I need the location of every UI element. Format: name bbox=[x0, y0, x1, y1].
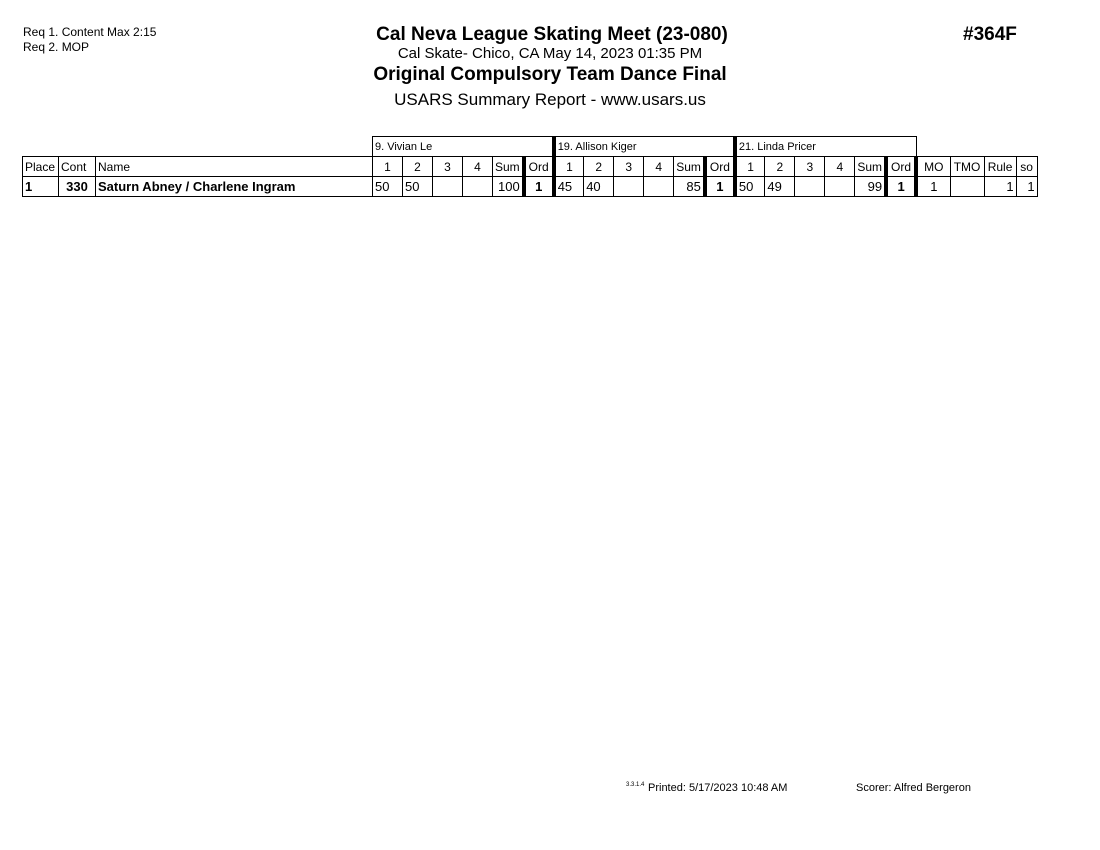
judge-name: 9. Vivian Le bbox=[371, 136, 555, 157]
location-date: Cal Skate- Chico, CA May 14, 2023 01:35 … bbox=[397, 45, 703, 62]
header-judge-col: Ord bbox=[521, 156, 555, 177]
header-place: Place bbox=[22, 156, 59, 177]
header-judge-col: Sum bbox=[854, 156, 887, 177]
requirement-2: Req 2. MOP bbox=[23, 40, 90, 54]
header-cont: Cont bbox=[58, 156, 96, 177]
header-judge-col: 1 bbox=[372, 156, 403, 177]
cont-cell: 330 bbox=[58, 176, 96, 197]
table-row: 1 330 Saturn Abney / Charlene Ingram 50 50 10… bbox=[22, 176, 1038, 197]
judge-score-cell: 45 bbox=[551, 176, 585, 197]
scorer-name: Scorer: Alfred Bergeron bbox=[856, 782, 971, 794]
judge-score-cell: 1 bbox=[521, 176, 555, 197]
blank-cell bbox=[23, 137, 373, 157]
header-judge-col: Sum bbox=[673, 156, 706, 177]
event-title: Original Compulsory Team Dance Final bbox=[373, 64, 727, 85]
extra-cell: 1 bbox=[983, 176, 1017, 197]
judge-score-cell: 1 bbox=[702, 176, 736, 197]
extra-cell: 1 bbox=[914, 176, 951, 197]
judge-score-cell: 50 bbox=[732, 176, 766, 197]
requirement-1: Req 1. Content Max 2:15 bbox=[23, 25, 157, 39]
printed-timestamp: Printed: 5/17/2023 10:48 AM bbox=[648, 782, 788, 794]
column-header-row: Place Cont Name 1 2 3 4 Sum Ord 1 2 3 4 Sum Ord 1 2 3 4 Sum… bbox=[22, 156, 1038, 177]
judge-score-cell: 99 bbox=[854, 176, 887, 197]
header-judge-col: Ord bbox=[884, 156, 917, 177]
judge-header-row: 9. Vivian Le 19. Allison Kiger 21. Linda P… bbox=[23, 136, 1038, 157]
header-judge-col: 4 bbox=[824, 156, 856, 177]
header-judge-col: 3 bbox=[794, 156, 826, 177]
header-so: so bbox=[1015, 156, 1038, 177]
judge-score-cell bbox=[643, 176, 675, 197]
judge-score-cell: 100 bbox=[491, 176, 525, 197]
header-judge-col: 1 bbox=[732, 156, 766, 177]
blank-cell bbox=[916, 137, 1037, 157]
header-judge-col: Ord bbox=[702, 156, 736, 177]
header-judge-col: 4 bbox=[462, 156, 493, 177]
header-judge-col: 3 bbox=[432, 156, 463, 177]
judge-score-cell bbox=[613, 176, 645, 197]
extra-cell bbox=[949, 176, 985, 197]
header-mo: MO bbox=[914, 156, 951, 177]
header-judge-col: 1 bbox=[551, 156, 585, 177]
judge-score-cell: 40 bbox=[583, 176, 615, 197]
place-cell: 1 bbox=[22, 176, 59, 197]
judge-score-cell bbox=[462, 176, 493, 197]
requirements: Req 1. Content Max 2:15 Req 2. MOP bbox=[23, 25, 156, 55]
judge-score-cell bbox=[824, 176, 856, 197]
judge-score-cell bbox=[794, 176, 826, 197]
header-judge-col: Sum bbox=[491, 156, 525, 177]
report-title: USARS Summary Report - www.usars.us bbox=[394, 90, 706, 109]
judge-score-cell: 50 bbox=[372, 176, 403, 197]
header-judge-col: 3 bbox=[613, 156, 645, 177]
judge-score-cell: 1 bbox=[884, 176, 917, 197]
header-judge-col: 2 bbox=[764, 156, 796, 177]
judge-score-cell: 85 bbox=[673, 176, 706, 197]
header-judge-col: 2 bbox=[402, 156, 433, 177]
header-tmo: TMO bbox=[949, 156, 985, 177]
judge-name: 21. Linda Pricer bbox=[732, 136, 917, 157]
version-label: 3.3.1.4 bbox=[626, 782, 645, 788]
name-cell: Saturn Abney / Charlene Ingram bbox=[95, 176, 373, 197]
judge-score-cell: 49 bbox=[764, 176, 796, 197]
judge-score-cell bbox=[432, 176, 463, 197]
header-name: Name bbox=[95, 156, 373, 177]
results-table: 9. Vivian Le 19. Allison Kiger 21. Linda P… bbox=[22, 136, 1038, 197]
header-judge-col: 4 bbox=[643, 156, 675, 177]
meet-title: Cal Neva League Skating Meet (23-080) bbox=[376, 24, 728, 45]
header-judge-col: 2 bbox=[583, 156, 615, 177]
judge-name: 19. Allison Kiger bbox=[551, 136, 736, 157]
judge-score-cell: 50 bbox=[402, 176, 433, 197]
event-number: #364F bbox=[963, 24, 1017, 45]
header-rule: Rule bbox=[983, 156, 1017, 177]
extra-cell: 1 bbox=[1015, 176, 1038, 197]
